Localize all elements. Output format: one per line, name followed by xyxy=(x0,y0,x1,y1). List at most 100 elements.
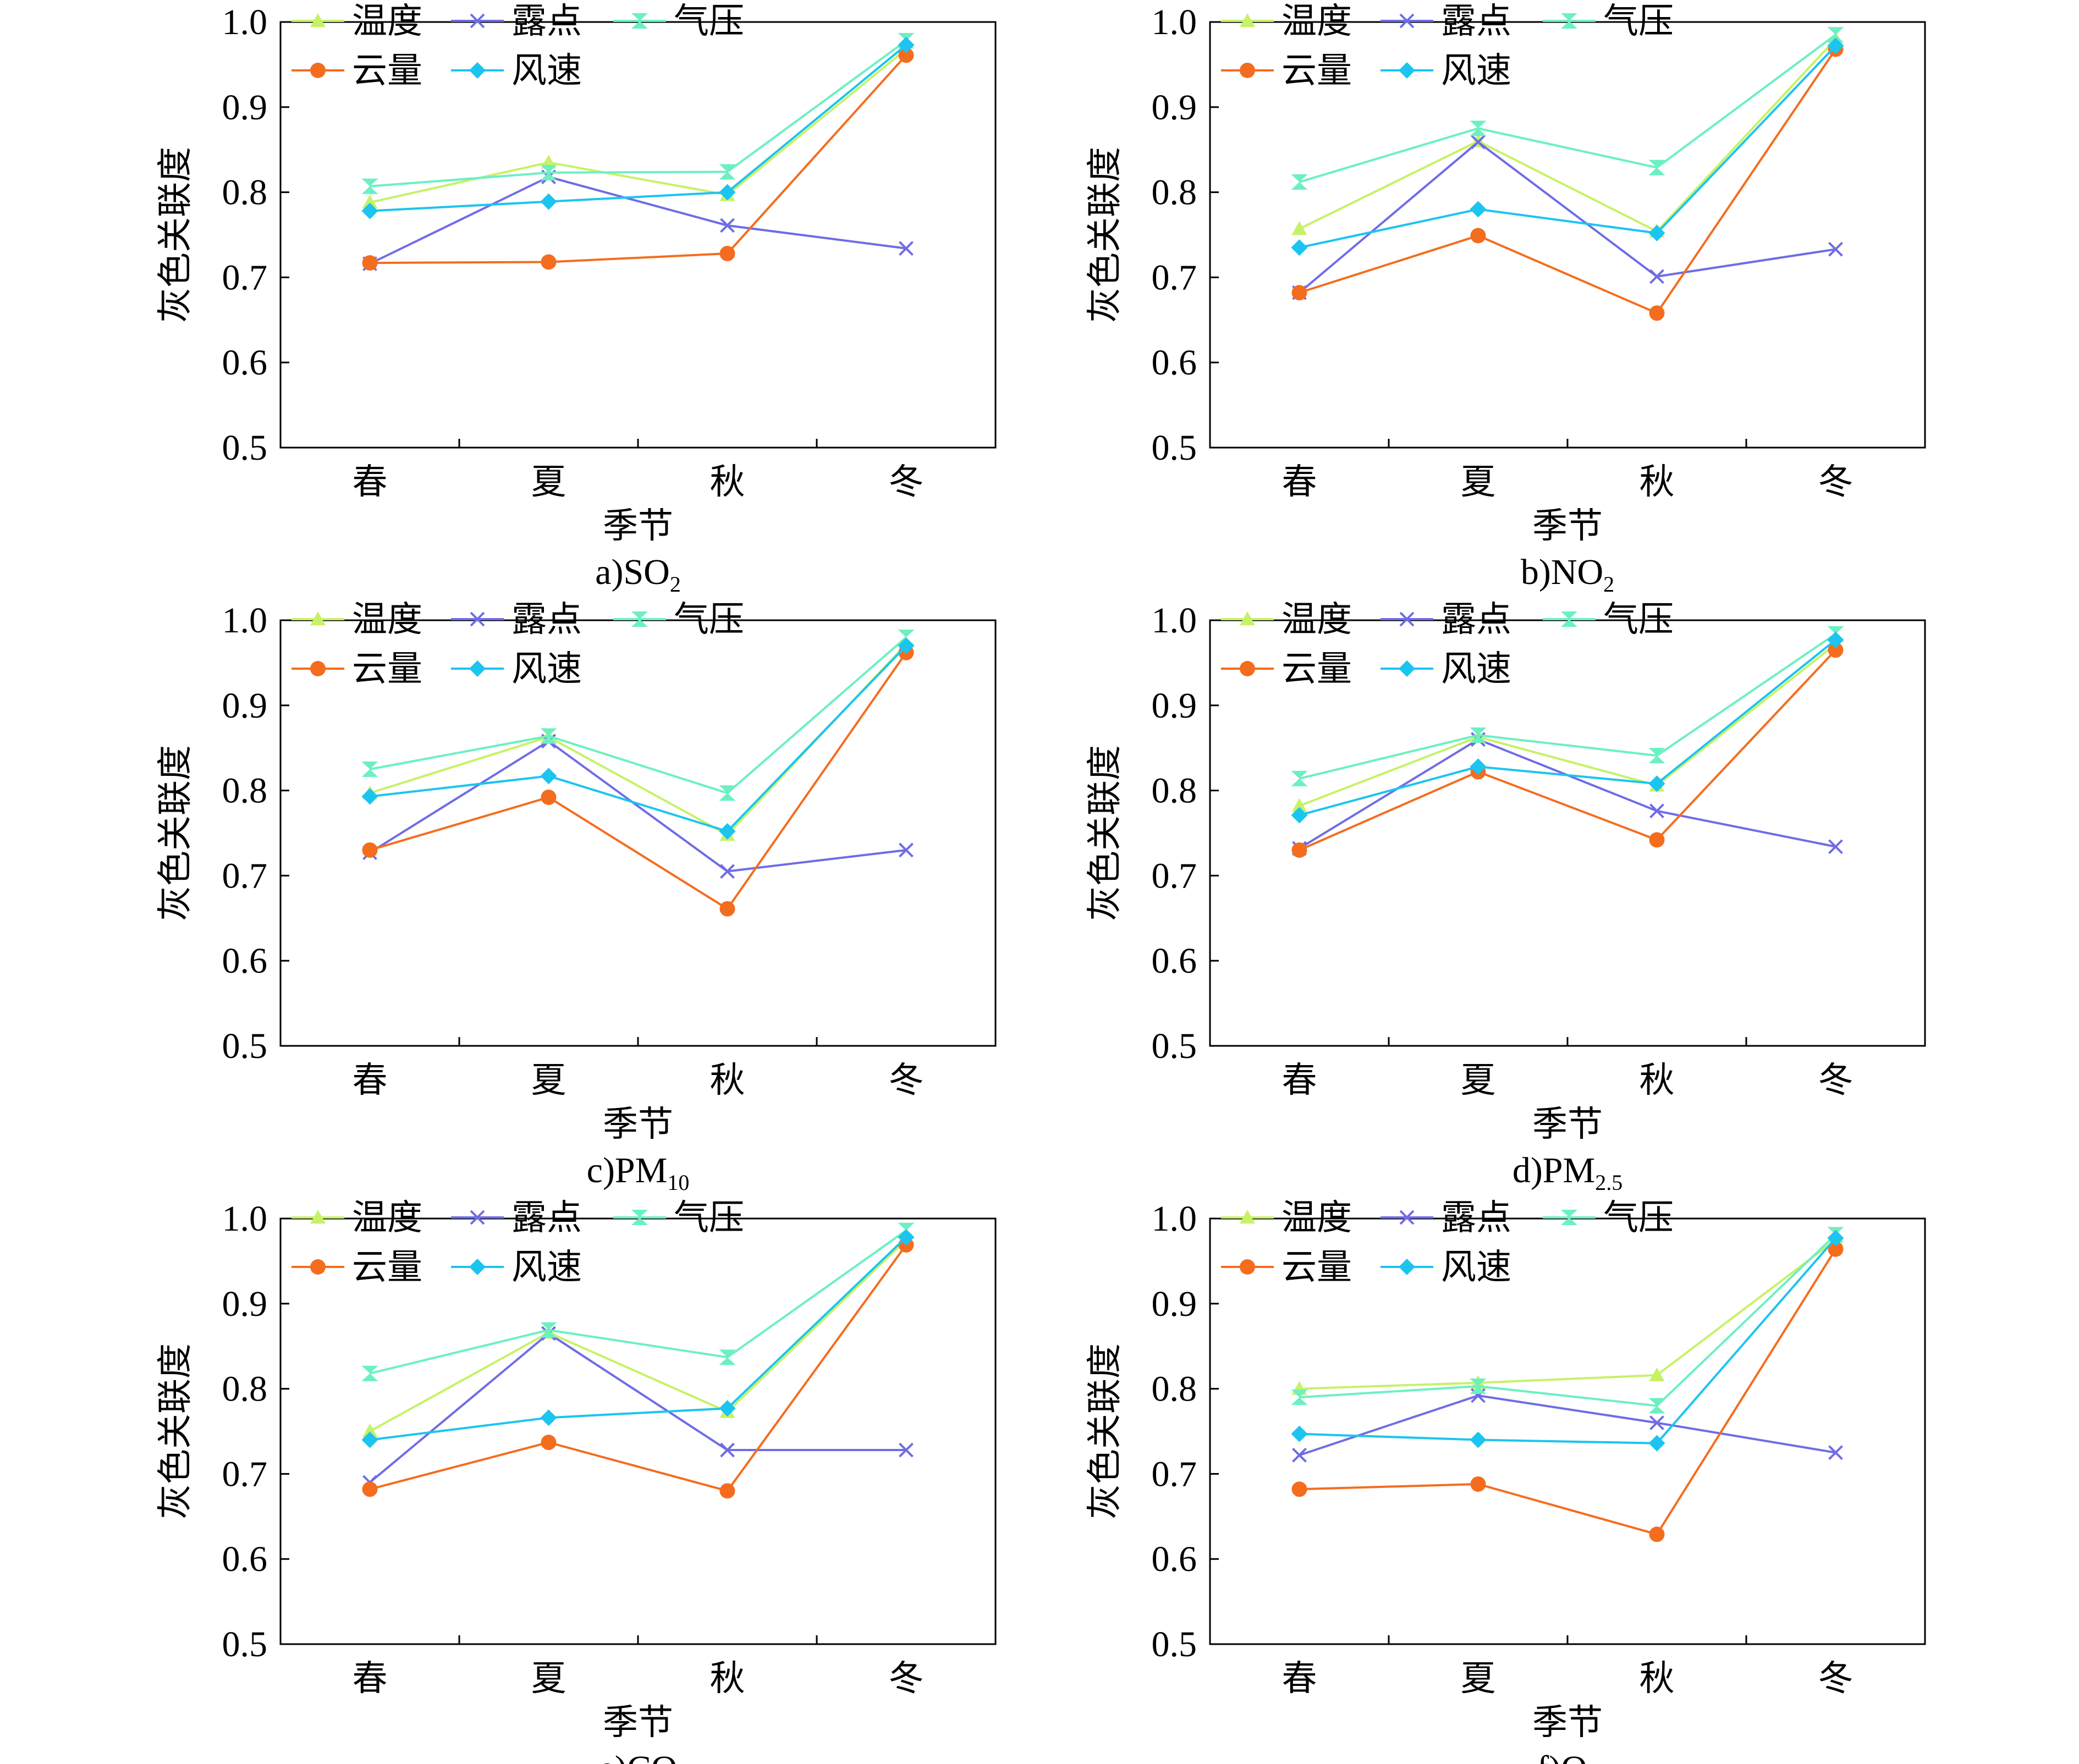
chart-caption: d)PM2.5 xyxy=(1513,1150,1623,1195)
series-line xyxy=(369,740,906,873)
y-tick-label: 0.6 xyxy=(222,343,268,383)
x-tick-label: 夏 xyxy=(1461,1658,1496,1699)
legend-marker xyxy=(1561,13,1577,29)
data-point xyxy=(361,788,378,805)
series-line xyxy=(1299,1233,1836,1407)
legend-marker xyxy=(631,13,648,29)
legend-label: 温度 xyxy=(1282,599,1352,640)
series-风速 xyxy=(1291,631,1844,824)
y-tick-label: 0.9 xyxy=(222,686,268,726)
series-温度 xyxy=(1291,636,1844,812)
x-tick-label: 春 xyxy=(1282,1060,1317,1101)
data-point xyxy=(720,864,735,879)
y-tick-label: 0.8 xyxy=(1152,771,1197,811)
data-point xyxy=(1291,807,1308,824)
data-point xyxy=(1471,134,1486,150)
chart-panel-0: 0.5 0.6 0.7 0.8 0.9 1.0 春 夏 秋 冬季节 灰色关联度 a)SO2 温度 露点 气压… xyxy=(155,1,997,597)
legend-marker xyxy=(310,63,326,78)
chart-caption: b)NO2 xyxy=(1521,552,1614,597)
series-风速 xyxy=(361,637,915,840)
series-温度 xyxy=(362,636,914,841)
y-tick-label: 0.5 xyxy=(1152,1624,1197,1664)
data-point xyxy=(361,178,378,194)
data-point xyxy=(899,1442,914,1458)
caption-main: a)SO xyxy=(595,552,670,592)
data-point xyxy=(719,164,736,180)
x-tick-label: 夏 xyxy=(1461,1060,1496,1101)
legend-marker xyxy=(1561,611,1577,627)
series-风速 xyxy=(1291,37,1844,256)
data-point xyxy=(1828,839,1843,855)
legend-marker xyxy=(469,660,486,677)
data-point xyxy=(719,1483,735,1499)
legend-label: 露点 xyxy=(512,599,582,640)
legend-label: 风速 xyxy=(1441,1247,1511,1288)
data-point xyxy=(1648,775,1665,792)
data-point xyxy=(541,1435,557,1451)
caption-main: d)PM xyxy=(1513,1150,1595,1190)
legend-label: 云量 xyxy=(352,1247,422,1288)
y-tick-label: 0.7 xyxy=(222,257,268,297)
data-point xyxy=(719,1400,736,1417)
legend-marker xyxy=(1399,611,1415,627)
data-point xyxy=(1649,1526,1665,1542)
legend-marker xyxy=(470,1210,485,1225)
legend-label: 露点 xyxy=(512,1198,582,1238)
data-point xyxy=(1828,1445,1843,1460)
y-tick-label: 0.7 xyxy=(1152,1454,1197,1494)
y-tick-label: 0.7 xyxy=(222,1454,268,1494)
legend-label: 温度 xyxy=(1282,1,1352,42)
legend-marker xyxy=(310,1259,326,1275)
y-tick-label: 1.0 xyxy=(1152,600,1197,641)
x-tick-label: 夏 xyxy=(531,1060,566,1101)
data-point xyxy=(719,901,735,917)
series-温度 xyxy=(362,1232,914,1438)
data-point xyxy=(1648,748,1665,764)
series-line xyxy=(370,48,907,204)
chart-caption: c)PM10 xyxy=(587,1150,690,1195)
data-point xyxy=(362,255,378,271)
series-line xyxy=(369,1332,906,1484)
chart-panel-3: 0.5 0.6 0.7 0.8 0.9 1.0 春 夏 秋 冬季节 灰色关联度 d)PM2.5 温度 露点… xyxy=(1085,599,1926,1195)
series-line xyxy=(1299,1239,1836,1390)
y-tick-label: 1.0 xyxy=(222,1199,268,1239)
x-tick-label: 冬 xyxy=(889,462,924,503)
data-point xyxy=(540,193,557,210)
legend-marker xyxy=(631,611,648,627)
x-tick-label: 春 xyxy=(353,462,388,503)
legend-marker xyxy=(631,1210,648,1225)
legend-marker xyxy=(310,1210,326,1224)
series-line xyxy=(1299,1248,1837,1536)
series-line xyxy=(370,44,907,212)
y-tick-label: 0.9 xyxy=(1152,87,1197,128)
legend-marker xyxy=(310,13,326,27)
data-point xyxy=(1648,159,1665,175)
data-point xyxy=(1291,239,1308,256)
legend-label: 气压 xyxy=(674,599,744,640)
data-point xyxy=(898,629,915,645)
y-tick-label: 0.5 xyxy=(1152,428,1197,468)
data-point xyxy=(1470,228,1486,244)
caption-main: e)CO xyxy=(599,1749,678,1764)
series-风速 xyxy=(361,36,915,219)
series-line xyxy=(1299,649,1836,851)
series-line xyxy=(1299,1394,1836,1457)
data-point xyxy=(1649,803,1664,819)
y-tick-label: 0.7 xyxy=(222,856,268,896)
data-point xyxy=(1291,770,1308,786)
x-axis-title: 季节 xyxy=(603,1104,673,1145)
legend-marker xyxy=(1240,63,1255,78)
series-风速 xyxy=(1291,1230,1844,1452)
x-axis-title: 季节 xyxy=(1532,1104,1603,1145)
y-tick-label: 0.5 xyxy=(222,1624,268,1664)
data-point xyxy=(1291,1481,1307,1497)
data-point xyxy=(1827,27,1844,43)
series-温度 xyxy=(362,41,914,209)
series-云量 xyxy=(362,644,914,917)
series-line xyxy=(369,1244,908,1492)
series-line xyxy=(370,1230,907,1375)
series-line xyxy=(1299,639,1836,817)
